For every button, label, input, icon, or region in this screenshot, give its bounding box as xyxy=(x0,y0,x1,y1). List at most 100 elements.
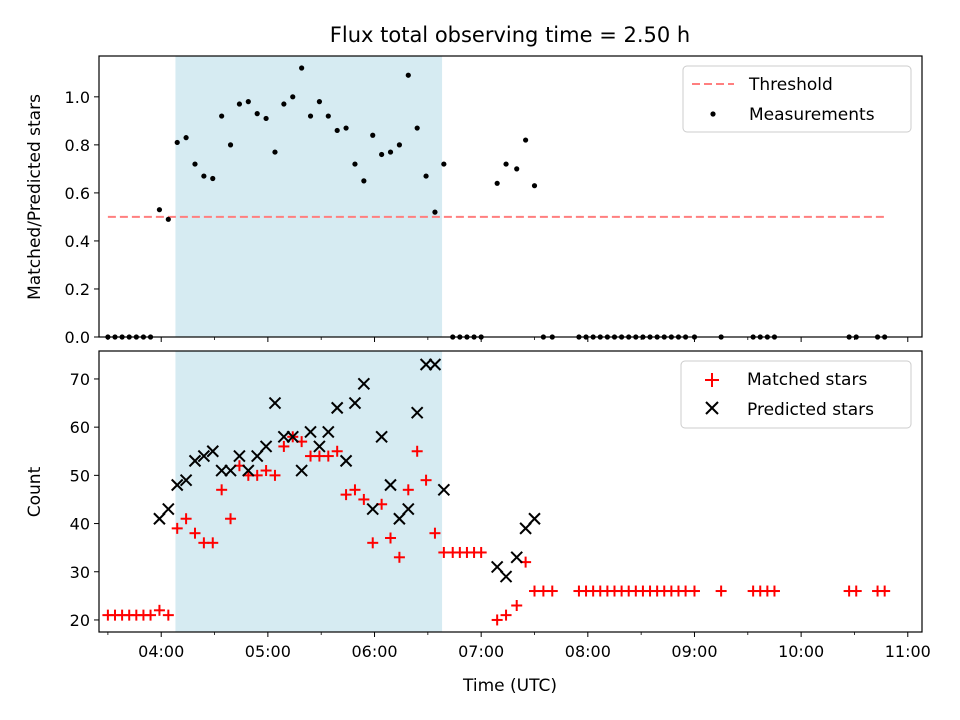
measurement-point xyxy=(299,65,305,71)
y-tick-label: 70 xyxy=(70,370,90,389)
x-tick-label: 11:00 xyxy=(885,642,931,661)
predicted-star-point xyxy=(206,445,219,458)
predicted-star-point xyxy=(366,502,379,516)
measurement-point xyxy=(290,94,296,100)
legend-matched-label: Matched stars xyxy=(747,370,867,390)
predicted-star-point xyxy=(384,478,397,492)
measurement-point xyxy=(254,111,260,117)
legend-measurements-label: Measurements xyxy=(749,105,875,125)
predicted-star-point xyxy=(179,473,193,487)
matched-star-point xyxy=(269,469,281,481)
predicted-star-point xyxy=(393,512,406,525)
measurement-point xyxy=(192,161,198,167)
predicted-star-point xyxy=(188,454,202,468)
matched-star-point xyxy=(367,537,379,549)
x-tick-label: 05:00 xyxy=(245,642,291,661)
x-tick-label: 07:00 xyxy=(458,642,504,661)
predicted-star-point xyxy=(197,449,211,463)
matched-star-point xyxy=(511,599,523,611)
matched-star-point xyxy=(715,585,727,597)
predicted-star-point xyxy=(153,512,166,525)
matched-star-point xyxy=(162,609,174,621)
flux-ratio-panel: 0.0 0.2 0.4 0.6 0.8 1.0 Matched/Predicted sta… xyxy=(25,55,923,347)
predicted-star-point xyxy=(410,406,424,419)
measurement-point xyxy=(201,173,207,179)
matched-star-point xyxy=(411,445,423,457)
measurement-point xyxy=(281,101,287,107)
counts-x-ticks: 04:00 05:00 06:00 07:00 08:00 09:00 10:00 11:00 xyxy=(107,632,931,661)
predicted-star-point xyxy=(215,464,228,477)
measurement-point xyxy=(210,175,216,182)
matched-star-point xyxy=(278,440,290,452)
legend-predicted-swatch xyxy=(705,401,719,415)
y-tick-label: 1.0 xyxy=(65,88,90,107)
measurement-point xyxy=(219,113,225,119)
matched-star-point xyxy=(475,546,487,558)
measurement-point xyxy=(523,137,529,143)
matched-star-point xyxy=(768,585,780,597)
measurement-point xyxy=(272,149,278,155)
y-tick-label: 0.6 xyxy=(65,184,90,203)
measurement-point xyxy=(387,149,394,155)
matched-star-point xyxy=(429,527,441,539)
measurement-point xyxy=(165,216,171,222)
predicted-star-point xyxy=(339,454,353,468)
measurement-point xyxy=(236,101,243,107)
measurement-point xyxy=(174,139,180,146)
flux-ratio-y-ticks: 0.0 0.2 0.4 0.6 0.8 1.0 xyxy=(65,88,99,347)
y-tick-label: 40 xyxy=(70,515,90,534)
matched-star-point xyxy=(393,551,405,563)
counts-ylabel: Count xyxy=(25,466,45,517)
y-tick-label: 0.8 xyxy=(65,136,90,155)
predicted-star-point xyxy=(162,502,175,516)
counts-legend: Matched stars Predicted stars xyxy=(680,360,912,429)
measurement-point xyxy=(503,161,509,167)
matched-star-point xyxy=(349,484,361,496)
matched-star-point xyxy=(879,585,891,597)
measurement-point xyxy=(494,180,500,186)
predicted-star-point xyxy=(233,449,246,463)
predicted-star-point xyxy=(419,358,433,371)
predicted-star-point xyxy=(490,560,504,574)
predicted-star-point xyxy=(402,502,415,516)
matched-star-point xyxy=(340,489,352,501)
counts-marks xyxy=(102,358,891,626)
predicted-star-point xyxy=(437,483,451,497)
counts-legend-box xyxy=(680,360,912,429)
matched-star-point xyxy=(180,513,192,525)
predicted-star-point xyxy=(313,440,326,453)
chart-title: Flux total observing time = 2.50 h xyxy=(330,23,690,47)
predicted-star-point xyxy=(330,401,344,415)
y-tick-label: 50 xyxy=(70,466,90,485)
matched-star-point xyxy=(850,585,862,597)
counts-xlabel: Time (UTC) xyxy=(462,676,557,696)
measurement-point xyxy=(156,207,163,213)
measurement-point xyxy=(183,135,189,141)
measurement-point xyxy=(370,132,376,138)
flux-ratio-legend: Threshold Measurements xyxy=(682,65,912,133)
predicted-star-point xyxy=(348,396,362,410)
matched-star-point xyxy=(322,450,334,462)
predicted-star-point xyxy=(519,522,532,535)
observing-window-span xyxy=(175,56,443,337)
measurement-point xyxy=(361,178,367,184)
y-tick-label: 20 xyxy=(70,611,90,630)
matched-star-point xyxy=(546,585,558,597)
predicted-star-point xyxy=(499,570,513,583)
measurement-point xyxy=(316,99,323,105)
counts-frame xyxy=(98,350,923,633)
predicted-star-point xyxy=(322,425,335,439)
measurement-point xyxy=(352,161,358,167)
flux-ratio-frame xyxy=(98,55,923,338)
legend-matched-swatch xyxy=(705,373,719,387)
matched-star-point xyxy=(500,609,512,621)
measurement-point xyxy=(423,173,429,179)
predicted-star-point xyxy=(250,449,264,463)
legend-measurements-swatch xyxy=(710,111,716,117)
measurement-point xyxy=(432,209,438,215)
matched-star-point xyxy=(171,522,183,534)
predicted-star-point xyxy=(277,430,291,444)
flux-ratio-legend-box xyxy=(682,65,912,133)
predicted-star-point xyxy=(428,358,442,371)
